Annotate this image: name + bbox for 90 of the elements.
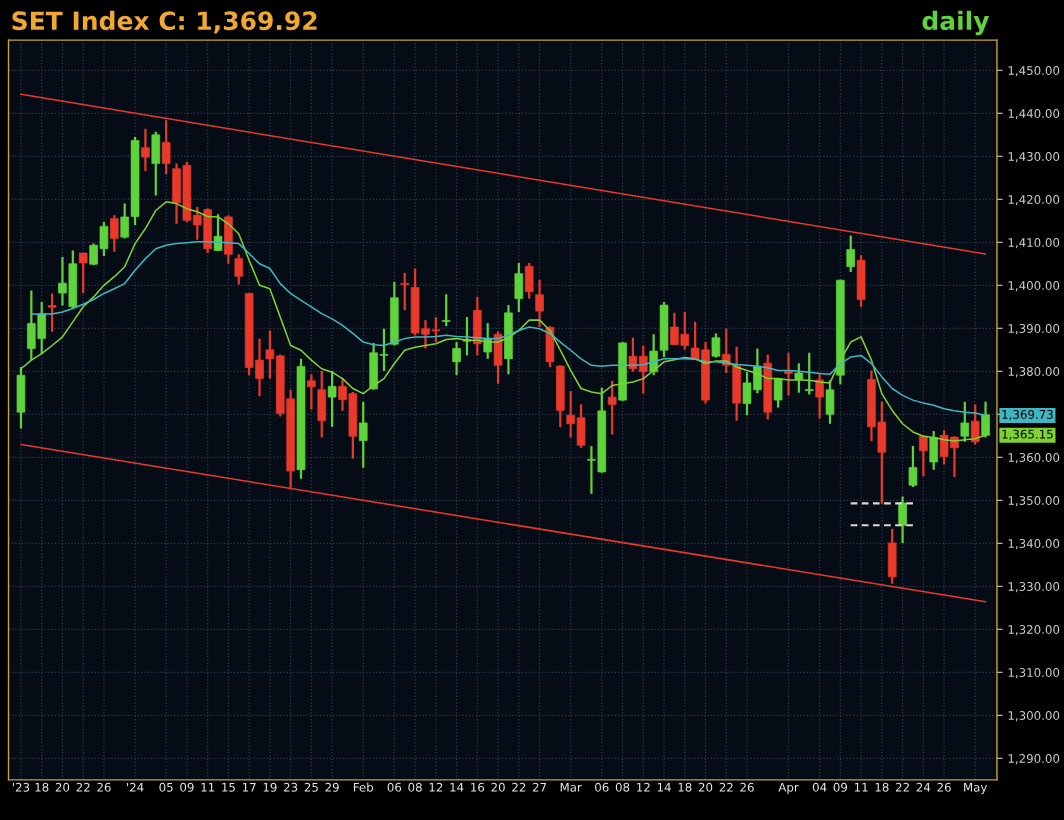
x-tick-label: 25 xyxy=(304,782,318,792)
candlestick xyxy=(846,234,856,274)
x-tick-label: 12 xyxy=(637,782,650,792)
x-tick-label: Mar xyxy=(560,782,582,792)
x-tick-label: 06 xyxy=(595,782,609,792)
y-tick-label: 1,390.00 xyxy=(1008,324,1060,335)
candlestick xyxy=(607,379,617,436)
x-tick-label: 20 xyxy=(698,782,713,792)
y-tick-label: 1,300.00 xyxy=(1008,711,1060,722)
candlestick xyxy=(265,329,275,380)
x-tick-label: 26 xyxy=(740,782,754,792)
candlestick xyxy=(213,213,223,252)
x-tick-label: 11 xyxy=(201,782,215,792)
x-tick-label: 14 xyxy=(657,782,671,792)
x-tick-label: 20 xyxy=(491,782,505,792)
y-tick-label: 1,320.00 xyxy=(1008,625,1060,636)
candlestick xyxy=(78,251,88,295)
x-tick-label: 26 xyxy=(97,782,111,792)
candlestick xyxy=(919,434,928,478)
candlestick xyxy=(400,271,410,312)
x-tick-label: 20 xyxy=(55,782,70,792)
y-tick-label: 1,420.00 xyxy=(1008,195,1060,206)
x-tick-label: 18 xyxy=(875,782,889,792)
x-tick-label: May xyxy=(964,782,988,795)
x-tick-label: 08 xyxy=(615,782,630,792)
x-tick-label: 22 xyxy=(719,782,733,792)
candlestick xyxy=(773,377,783,409)
candlestick xyxy=(908,445,918,489)
x-tick-label: 06 xyxy=(387,782,402,792)
x-tick-label: 18 xyxy=(35,782,49,792)
x-tick-label: 11 xyxy=(854,782,868,792)
data-label: 1,365.15 xyxy=(1002,429,1053,440)
y-tick-label: 1,430.00 xyxy=(1008,152,1060,163)
y-tick-label: 1,440.00 xyxy=(1008,109,1060,120)
candlestick xyxy=(711,332,721,359)
candlestick xyxy=(794,362,804,394)
candlestick xyxy=(358,400,368,469)
x-tick-label: 18 xyxy=(678,782,692,792)
candlestick xyxy=(452,340,461,377)
y-tick-label: 1,340.00 xyxy=(1008,539,1060,550)
x-tick-label: 17 xyxy=(242,782,256,792)
candlestick xyxy=(981,400,990,439)
y-tick-label: 1,380.00 xyxy=(1008,367,1060,378)
x-tick-label: 15 xyxy=(222,782,235,792)
y-tick-label: 1,310.00 xyxy=(1008,668,1060,679)
x-tick-label: 29 xyxy=(325,782,339,792)
chart-subtitle: daily xyxy=(922,10,990,36)
candlestick xyxy=(161,119,171,176)
x-tick-label: 22 xyxy=(76,782,90,792)
x-tick-label: 22 xyxy=(512,782,526,792)
candlestick xyxy=(441,293,451,328)
y-tick-label: 1,410.00 xyxy=(1008,238,1060,249)
x-tick-label: 09 xyxy=(180,782,194,792)
x-tick-label: 14 xyxy=(450,782,464,792)
x-tick-label: '23 xyxy=(12,782,30,792)
candlestick xyxy=(804,351,814,396)
candlestick xyxy=(535,278,544,329)
x-tick-label: '24 xyxy=(127,782,144,792)
y-tick-label: 1,450.00 xyxy=(1008,66,1060,77)
x-tick-label: 09 xyxy=(833,782,848,792)
candlestick xyxy=(141,127,150,173)
candlestick xyxy=(960,400,970,443)
candlestick xyxy=(815,373,824,420)
candlestick xyxy=(898,495,907,544)
x-tick-label: 23 xyxy=(283,782,298,792)
y-tick-label: 1,360.00 xyxy=(1008,453,1060,464)
x-tick-label: 16 xyxy=(471,782,485,792)
data-label: 1,369.73 xyxy=(1002,409,1053,421)
candlestick xyxy=(307,373,316,411)
x-tick-label: 22 xyxy=(895,782,909,792)
x-tick-label: 08 xyxy=(408,782,422,792)
x-tick-label: 12 xyxy=(429,782,443,792)
x-tick-label: Feb xyxy=(353,782,374,792)
x-tick-label: 26 xyxy=(937,782,951,792)
y-tick-label: 1,350.00 xyxy=(1008,496,1060,507)
candlestick xyxy=(110,214,119,253)
x-tick-label: Apr xyxy=(778,782,799,795)
y-tick-label: 1,290.00 xyxy=(1008,754,1060,765)
candlestick xyxy=(970,403,980,446)
x-tick-label: 19 xyxy=(263,782,277,792)
x-tick-label: 04 xyxy=(812,782,827,792)
x-tick-label: 27 xyxy=(532,782,547,792)
y-tick-label: 1,400.00 xyxy=(1008,281,1060,292)
x-tick-label: 05 xyxy=(159,782,173,792)
x-tick-label: 24 xyxy=(916,782,931,792)
chart-title: SET Index C: 1,369.92 xyxy=(12,10,317,34)
candlestick xyxy=(47,292,57,333)
candlestick xyxy=(234,253,244,286)
candlestick xyxy=(784,351,793,397)
y-tick-label: 1,330.00 xyxy=(1008,582,1060,593)
